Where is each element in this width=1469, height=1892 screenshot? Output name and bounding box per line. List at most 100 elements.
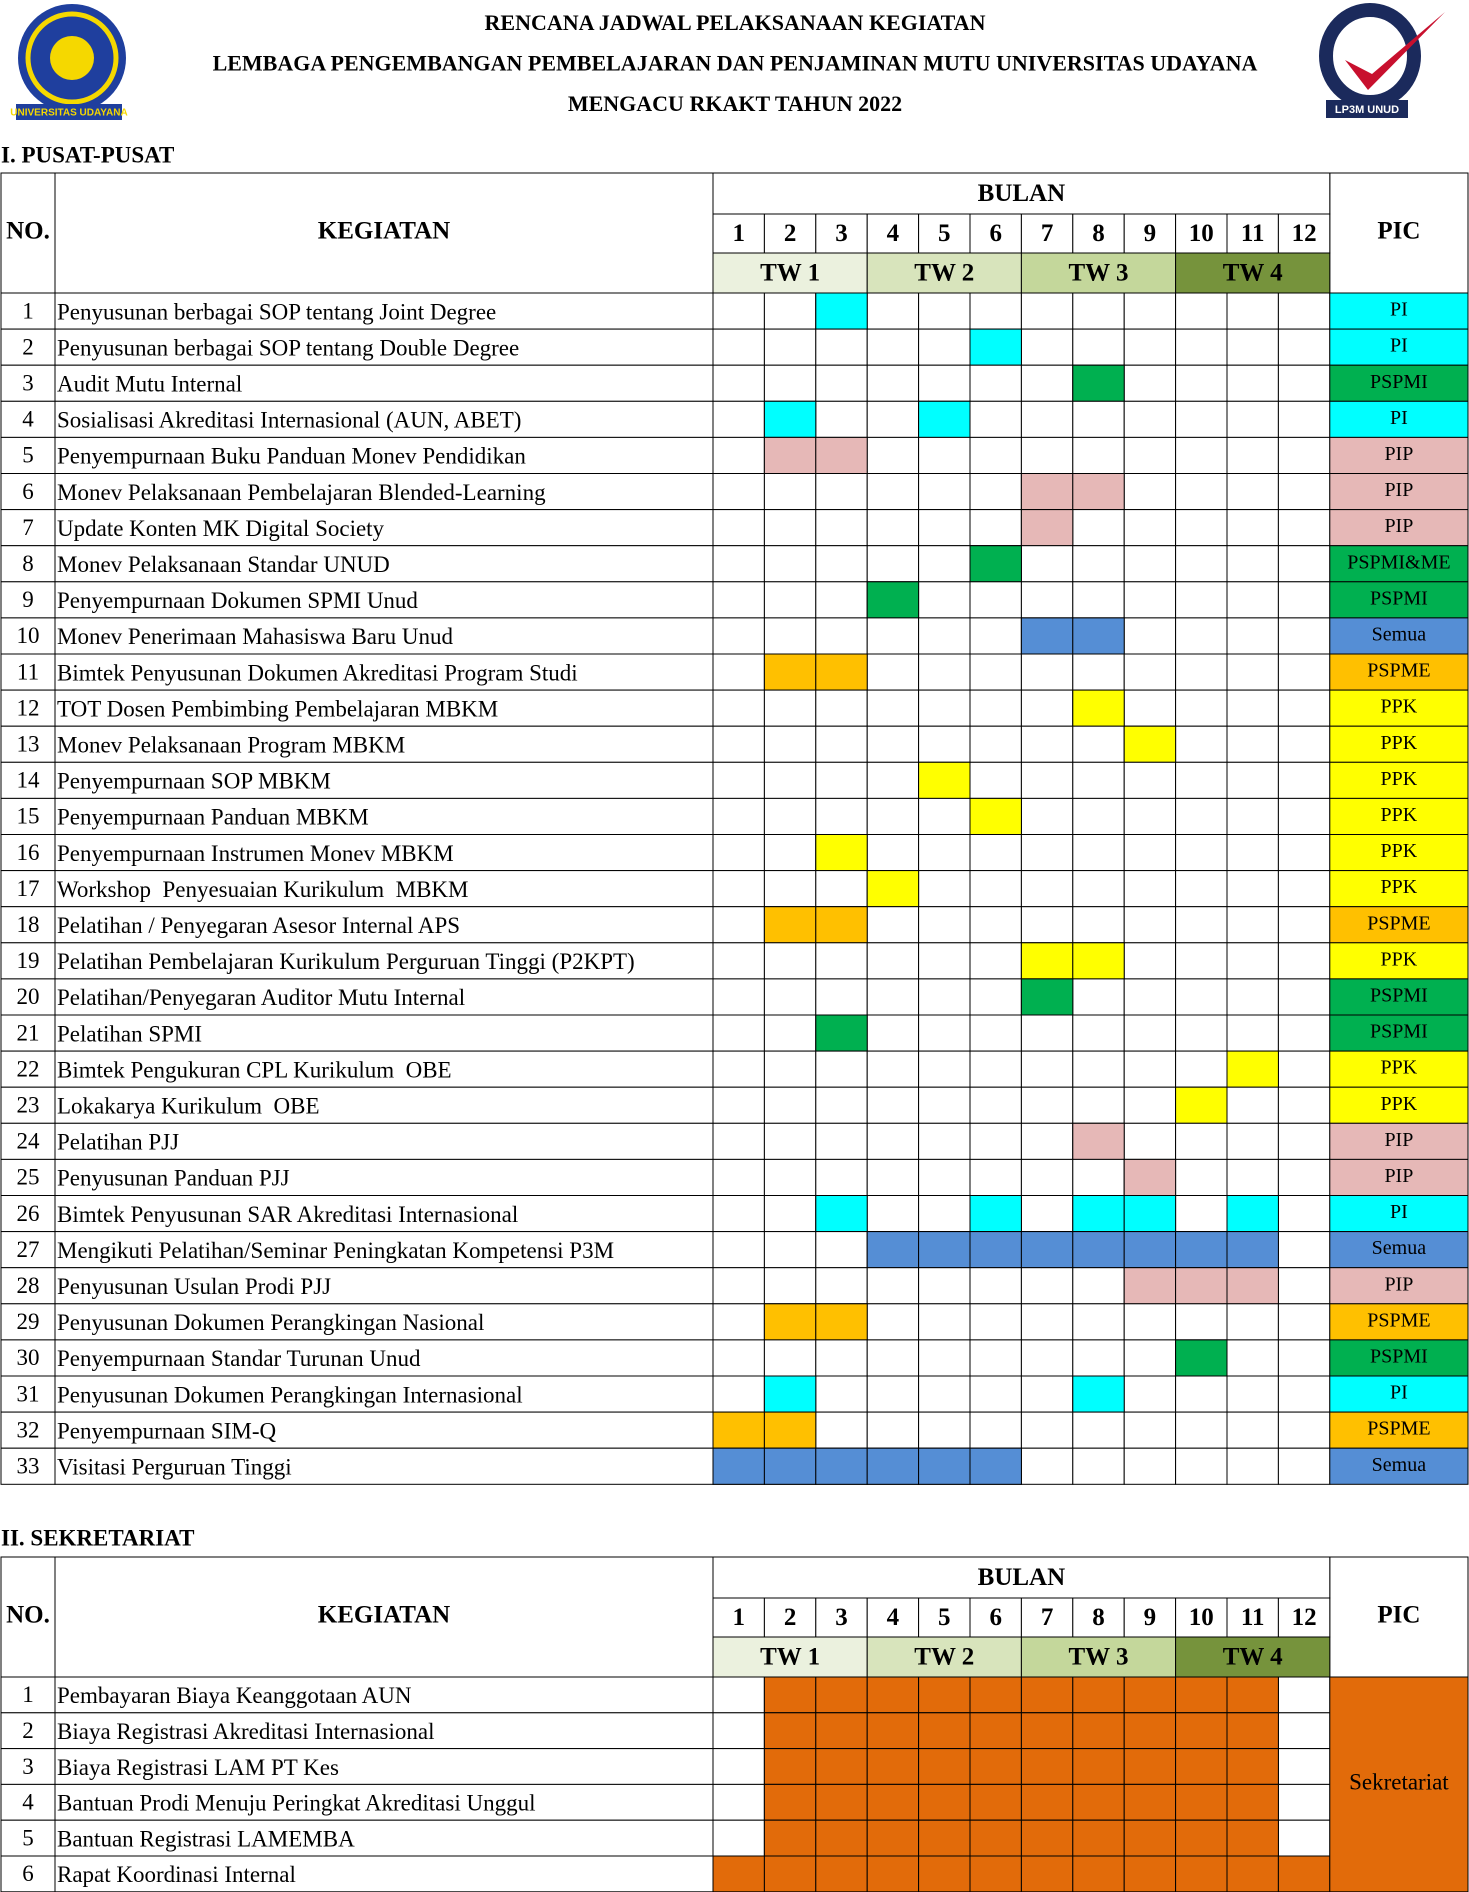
cell xyxy=(712,252,868,294)
cell xyxy=(1277,906,1331,944)
schedule-cell xyxy=(1072,617,1125,655)
schedule-cell xyxy=(969,1195,1022,1233)
cell xyxy=(918,870,971,908)
cell xyxy=(763,617,817,655)
cell xyxy=(866,725,920,763)
row-no: 20 xyxy=(17,984,40,1009)
cell xyxy=(866,252,1022,294)
cell xyxy=(0,1303,56,1341)
cell xyxy=(918,1267,971,1305)
cell xyxy=(1175,364,1228,402)
cell xyxy=(1329,1676,1469,1892)
cell xyxy=(918,545,971,583)
cell xyxy=(1020,1014,1074,1052)
month-header: 8 xyxy=(1092,220,1105,247)
schedule-cell xyxy=(1175,1339,1228,1377)
schedule-cell xyxy=(1072,1231,1125,1269)
pic: PPK xyxy=(1381,948,1418,970)
cell xyxy=(1226,1375,1279,1413)
cell xyxy=(969,292,1022,330)
month-header: 3 xyxy=(835,220,848,247)
cell xyxy=(918,1122,971,1160)
cell xyxy=(1226,942,1279,980)
cell xyxy=(918,1339,971,1377)
cell xyxy=(1175,1158,1228,1197)
cell xyxy=(1277,1748,1331,1785)
pic: PPK xyxy=(1381,732,1418,754)
cell xyxy=(763,978,817,1016)
schedule-cell xyxy=(763,906,817,944)
activity: Audit Mutu Internal xyxy=(57,372,242,397)
cell xyxy=(1277,834,1331,872)
cell xyxy=(918,1086,971,1124)
cell xyxy=(712,725,765,763)
col-header: NO. xyxy=(6,1602,50,1629)
pic: PSPMI xyxy=(1370,1021,1428,1043)
cell xyxy=(918,1195,971,1233)
cell xyxy=(1277,1267,1331,1305)
cell xyxy=(969,653,1022,691)
row-no: 28 xyxy=(17,1273,40,1298)
pic: PIP xyxy=(1384,443,1413,465)
cell xyxy=(1329,581,1469,619)
cell xyxy=(1020,1158,1074,1197)
activity: Bantuan Prodi Menuju Peringkat Akreditas… xyxy=(57,1791,535,1816)
cell xyxy=(712,545,765,583)
cell xyxy=(866,545,920,583)
cell xyxy=(866,942,920,980)
cell xyxy=(763,328,817,366)
cell xyxy=(1020,1267,1074,1305)
schedule-cell xyxy=(918,1783,971,1821)
cell xyxy=(866,400,920,438)
cell xyxy=(1123,1122,1177,1160)
cell xyxy=(1123,797,1177,836)
cell xyxy=(1277,1783,1331,1821)
cell xyxy=(0,689,56,727)
cell xyxy=(54,725,714,763)
schedule-cell xyxy=(1277,1855,1331,1892)
cell xyxy=(969,581,1022,619)
cell xyxy=(54,1447,714,1485)
schedule-cell xyxy=(1226,1748,1279,1785)
pic: PI xyxy=(1390,1201,1408,1223)
cell xyxy=(54,509,714,547)
cell xyxy=(0,328,56,366)
cell xyxy=(763,797,817,836)
cell xyxy=(1226,725,1279,763)
cell xyxy=(969,870,1022,908)
schedule-cell xyxy=(1123,1855,1177,1892)
schedule-cell xyxy=(969,328,1022,366)
schedule-cell xyxy=(1123,725,1177,763)
cell xyxy=(54,1712,714,1750)
cell xyxy=(969,1303,1022,1341)
cell xyxy=(866,473,920,511)
cell xyxy=(1277,1014,1331,1052)
cell xyxy=(1020,252,1177,294)
cell xyxy=(1020,834,1074,872)
schedule-cell xyxy=(763,1819,817,1857)
cell xyxy=(1329,689,1469,727)
section-title: I. PUSAT-PUSAT xyxy=(1,142,174,167)
cell xyxy=(969,834,1022,872)
cell xyxy=(1226,870,1279,908)
schedule-cell xyxy=(1072,1819,1125,1857)
month-header: 5 xyxy=(938,220,951,247)
cell xyxy=(1277,1050,1331,1088)
cell xyxy=(1277,545,1331,583)
cell xyxy=(1072,725,1125,763)
cell xyxy=(866,1014,920,1052)
cell xyxy=(1277,581,1331,619)
cell xyxy=(1175,906,1228,944)
cell xyxy=(1277,978,1331,1016)
schedule-cell xyxy=(969,1231,1022,1269)
cell xyxy=(1226,581,1279,619)
row-no: 3 xyxy=(22,371,34,396)
cell xyxy=(969,364,1022,402)
cell xyxy=(1175,617,1228,655)
row-no: 13 xyxy=(17,732,40,757)
cell xyxy=(918,617,971,655)
cell xyxy=(1020,1122,1074,1160)
cell xyxy=(1072,1050,1125,1088)
cell xyxy=(712,509,765,547)
schedule-cell xyxy=(1123,1231,1177,1269)
